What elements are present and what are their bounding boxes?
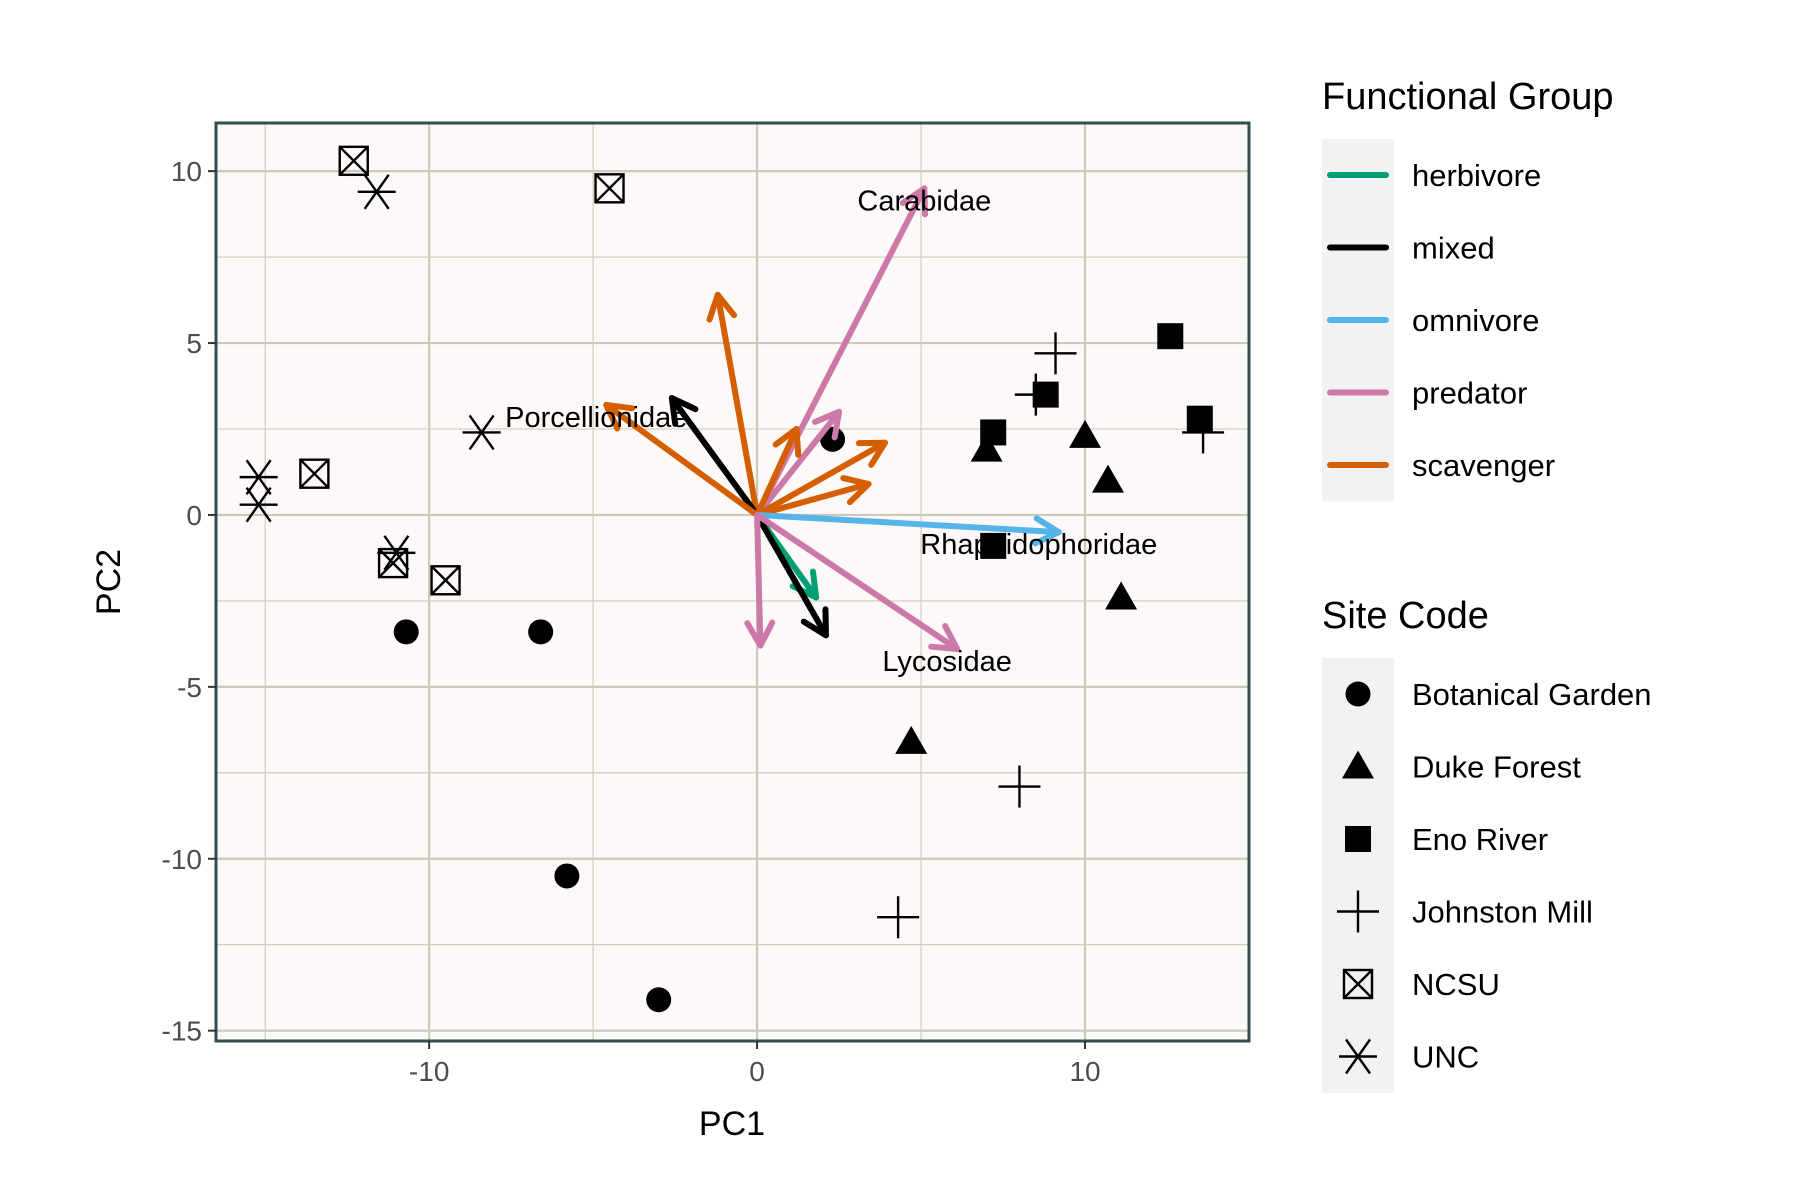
legend-label: predator [1412, 376, 1527, 411]
point-triangle [1091, 464, 1124, 493]
point-square [980, 419, 1007, 446]
y-tick-label: -15 [162, 1016, 202, 1047]
y-tick-label: -10 [162, 844, 202, 875]
point-square [1157, 323, 1184, 350]
y-axis-title: PC2 [90, 549, 128, 615]
panel-background [216, 123, 1249, 1041]
legend-site-code: Site Code Botanical Garden Duke Forest Eno… [1322, 595, 1652, 1093]
legend-label: Eno River [1412, 822, 1548, 857]
point-triangle [1105, 581, 1138, 610]
point-circle [554, 863, 580, 889]
legend-label: omnivore [1412, 303, 1540, 338]
legend-key-asterisk [1339, 1038, 1377, 1075]
y-tick-label: 0 [186, 500, 202, 531]
vector-scavenger [754, 439, 888, 518]
point-asterisk [239, 486, 278, 523]
legend-label: Johnston Mill [1412, 895, 1593, 930]
axis-ticks: -10 0 10 -15 -10 -5 0 5 10 [162, 156, 1101, 1087]
vector-mixed [754, 511, 829, 639]
legend-label: mixed [1412, 231, 1495, 266]
point-triangle [895, 725, 928, 754]
legend-site-code-title: Site Code [1322, 595, 1489, 637]
x-tick-label: -10 [409, 1056, 449, 1087]
x-axis-title: PC1 [699, 1105, 765, 1143]
y-tick-label: -5 [177, 672, 202, 703]
legend-label: herbivore [1412, 158, 1541, 193]
legend-label: scavenger [1412, 448, 1555, 483]
point-circle [393, 619, 419, 645]
point-plus [1034, 332, 1077, 375]
x-tick-label: 0 [749, 1056, 765, 1087]
legend-key-plus [1337, 890, 1379, 933]
point-triangle [1069, 419, 1102, 448]
point-square [1186, 405, 1213, 432]
point-plus [1182, 411, 1225, 454]
loading-vectors [603, 185, 1062, 653]
panel-border [214, 121, 1251, 1043]
point-boxcross [594, 173, 625, 204]
point-boxcross [338, 145, 369, 177]
vector-scavenger [706, 291, 761, 518]
legend-functional-group-title: Functional Group [1322, 76, 1614, 118]
vector-predator [744, 511, 776, 649]
point-plus [998, 765, 1041, 808]
legend-key-square [1345, 826, 1371, 852]
legend-key-circle [1345, 681, 1371, 707]
vector-scavenger [603, 401, 761, 518]
x-tick-label: 10 [1069, 1056, 1100, 1087]
point-plus [877, 896, 920, 939]
y-tick-label: 5 [186, 328, 202, 359]
legend-key-triangle [1342, 750, 1374, 779]
legend-functional-group: Functional Group herbivore mixed omnivore p… [1322, 76, 1614, 502]
legend-label: Duke Forest [1412, 750, 1581, 785]
point-asterisk [377, 535, 416, 571]
vector-label: Rhaphidophoridae [920, 529, 1157, 561]
vector-label: Lycosidae [882, 646, 1012, 678]
point-boxcross [430, 565, 461, 596]
point-circle [528, 619, 554, 645]
vector-predator [754, 408, 843, 518]
legend-key-background [1322, 658, 1394, 1093]
vector-mixed [668, 395, 761, 518]
point-plus [1014, 373, 1057, 416]
point-asterisk [239, 459, 278, 495]
y-tick-label: 10 [171, 156, 202, 187]
vector-labels: Carabidae Porcellionidae Rhaphidophoridae L… [505, 185, 1157, 678]
legend-label: Botanical Garden [1412, 677, 1652, 712]
point-circle [646, 987, 672, 1013]
vector-omnivore [754, 511, 1062, 547]
vector-label: Carabidae [857, 185, 991, 217]
point-boxcross [299, 458, 330, 489]
vector-scavenger [754, 475, 872, 518]
point-asterisk [357, 174, 396, 210]
grid-lines [216, 123, 1250, 1041]
point-triangle [970, 433, 1003, 462]
vector-label: Porcellionidae [505, 402, 687, 434]
legend-label: NCSU [1412, 967, 1500, 1002]
legend-key-boxcross [1342, 968, 1374, 1000]
vector-scavenger [754, 426, 802, 518]
legend-label: UNC [1412, 1040, 1479, 1075]
data-points [239, 145, 1225, 1013]
vector-predator [754, 511, 961, 653]
point-square [980, 532, 1007, 559]
point-asterisk [462, 414, 501, 451]
